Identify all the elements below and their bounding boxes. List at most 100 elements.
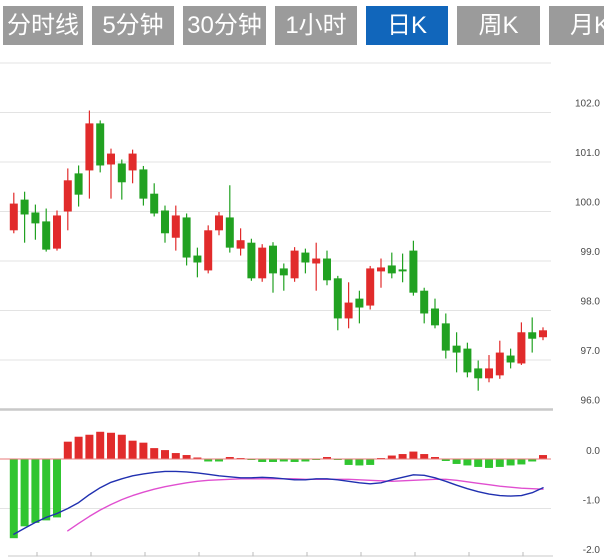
price-axis-label: 99.0	[581, 247, 601, 258]
tab-monthly-k[interactable]: 月K	[549, 6, 604, 45]
candle-body-down	[301, 252, 310, 263]
candle-body-down	[474, 368, 483, 379]
price-axis-label: 97.0	[581, 346, 601, 357]
macd-axis-label: 0.0	[586, 446, 600, 457]
tab-1hour[interactable]: 1小时	[275, 6, 357, 45]
candle-body-up	[344, 302, 353, 319]
macd-axis-label: -2.0	[583, 545, 601, 556]
candle-body-down	[323, 258, 331, 281]
candle-body-up	[517, 332, 526, 364]
candle-body-down	[74, 173, 83, 195]
macd-bar-down	[366, 459, 375, 465]
candle-body-up	[485, 368, 493, 379]
candle-body-up	[366, 268, 375, 306]
candle-body-down	[528, 332, 537, 339]
macd-bar-up	[117, 434, 126, 459]
macd-bar-down	[258, 459, 267, 462]
candle-body-up	[128, 153, 137, 171]
interval-tabbar: 分时线 5分钟 30分钟 1小时 日K 周K 月K	[0, 6, 604, 45]
dea-line	[67, 478, 544, 532]
macd-bar-down	[20, 459, 29, 527]
candle-body-up	[204, 230, 213, 271]
candle-body-down	[225, 217, 234, 248]
macd-bar-up	[323, 457, 331, 459]
macd-bar-up	[387, 455, 396, 459]
macd-bar-down	[463, 459, 472, 466]
macd-bar-up	[182, 455, 191, 459]
macd-bar-up	[420, 454, 429, 459]
candle-body-down	[398, 269, 407, 272]
macd-bar-down	[441, 459, 450, 461]
tab-5min[interactable]: 5分钟	[92, 6, 174, 45]
price-axis-label: 96.0	[581, 396, 601, 407]
macd-bar-down	[204, 459, 213, 462]
candle-body-down	[31, 212, 40, 224]
macd-bar-up	[128, 440, 137, 459]
candle-body-up	[377, 267, 385, 272]
candle-body-up	[290, 250, 299, 279]
candle-body-down	[150, 193, 159, 214]
candle-body-down	[96, 123, 105, 166]
macd-bar-up	[161, 450, 169, 459]
macd-bar-up	[63, 441, 72, 459]
macd-axis-label: -1.0	[583, 496, 601, 507]
price-axis-label: 100.0	[575, 198, 600, 209]
macd-bar-down	[279, 459, 288, 462]
tab-weekly-k[interactable]: 周K	[457, 6, 540, 45]
candle-body-down	[247, 242, 256, 279]
macd-bar-down	[269, 459, 277, 462]
macd-bar-down	[344, 459, 353, 465]
macd-bar-up	[107, 432, 115, 459]
candle-body-down	[409, 250, 418, 293]
macd-bar-down	[485, 459, 493, 468]
macd-bar-down	[215, 459, 223, 462]
macd-bar-up	[74, 436, 83, 459]
tab-daily-k[interactable]: 日K	[366, 6, 448, 45]
candle-body-up	[539, 330, 547, 338]
macd-bar-up	[398, 454, 407, 459]
macd-bar-up	[150, 448, 159, 459]
candle-body-up	[236, 240, 245, 249]
candle-body-down	[139, 169, 148, 199]
candle-body-down	[269, 245, 277, 274]
dif-line	[13, 470, 544, 535]
macd-bar-up	[139, 442, 148, 459]
candle-body-down	[431, 308, 439, 326]
candle-body-up	[258, 247, 267, 279]
macd-bar-up	[431, 457, 439, 459]
macd-bar-up	[409, 451, 418, 459]
candle-body-down	[441, 323, 450, 351]
macd-bar-down	[42, 459, 51, 521]
macd-bar-down	[53, 459, 61, 518]
macd-bar-down	[528, 459, 537, 462]
candle-body-up	[171, 215, 180, 238]
candle-body-down	[42, 221, 51, 250]
macd-bar-down	[495, 459, 504, 467]
candle-body-down	[463, 348, 472, 373]
candle-body-down	[193, 255, 202, 263]
macd-bar-up	[85, 434, 94, 459]
candle-body-down	[117, 163, 126, 183]
tab-30min[interactable]: 30分钟	[183, 6, 266, 45]
macd-bar-down	[452, 459, 461, 464]
candle-body-up	[63, 180, 72, 212]
macd-bar-down	[290, 459, 299, 462]
candle-body-down	[452, 345, 461, 353]
macd-bar-up	[539, 455, 547, 459]
tab-timeline[interactable]: 分时线	[3, 6, 83, 45]
macd-bar-up	[225, 457, 234, 459]
macd-bar-down	[31, 459, 40, 523]
candle-body-down	[182, 217, 191, 258]
macd-bar-down	[9, 459, 18, 539]
candle-body-up	[9, 203, 18, 231]
candle-body-down	[161, 210, 169, 234]
candle-body-up	[495, 352, 504, 376]
candle-body-up	[53, 215, 61, 249]
candle-body-up	[107, 153, 115, 165]
macd-bar-down	[301, 459, 310, 462]
candle-body-up	[312, 258, 321, 264]
macd-bar-down	[517, 459, 526, 465]
price-axis-label: 102.0	[575, 99, 600, 110]
